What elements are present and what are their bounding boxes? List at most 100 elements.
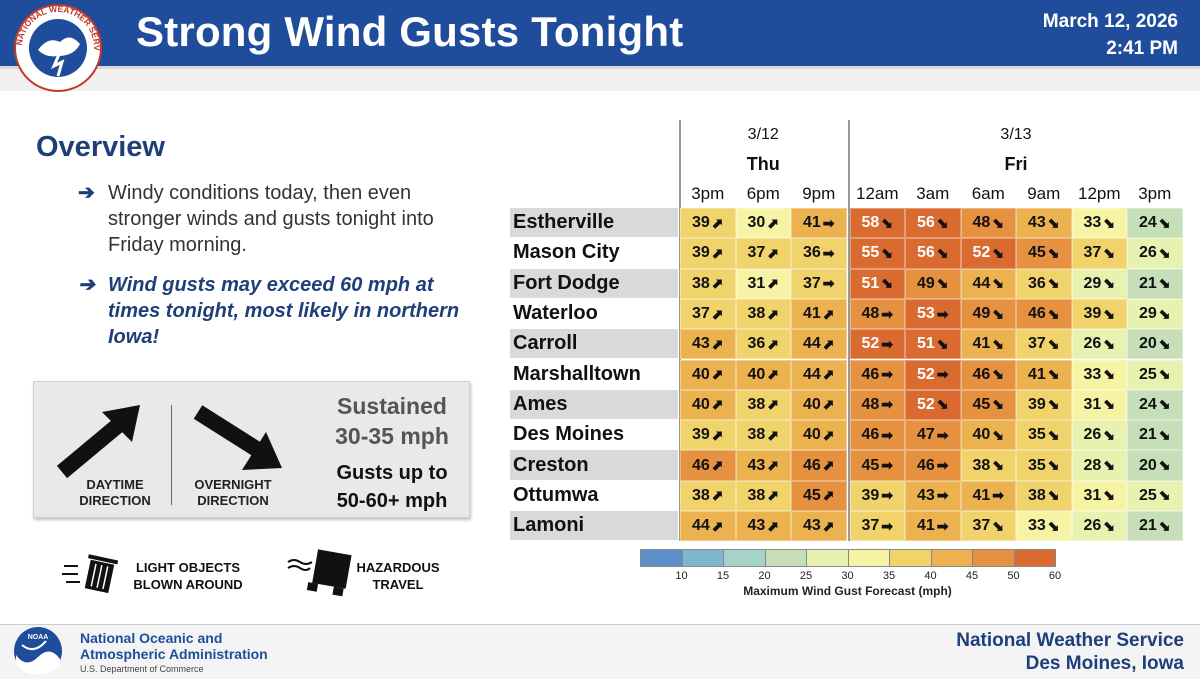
wind-direction-icon: ⬈: [767, 214, 780, 231]
wind-direction-icon: ⬈: [711, 457, 724, 474]
wind-direction-icon: ⬊: [936, 396, 949, 413]
city-label: Des Moines: [510, 420, 678, 450]
gust-cell: 58 ⬊: [849, 208, 905, 239]
wind-direction-icon: ➡: [881, 366, 894, 383]
gust-cell: 43 ⬊: [1016, 208, 1072, 239]
gust-value: 26: [1083, 426, 1102, 444]
gust-value: 47: [916, 426, 935, 444]
wind-direction-icon: ➡: [881, 426, 894, 443]
header-bar: [0, 0, 1200, 66]
time-header: 9am: [1027, 184, 1061, 203]
wind-direction-icon: ⬊: [936, 275, 949, 292]
day-date-header: 3/12: [747, 126, 779, 143]
gust-cell: 39 ⬊: [1071, 298, 1127, 330]
gust-cell: 40 ⬈: [680, 389, 736, 421]
gust-value: 40: [802, 395, 821, 413]
gust-value: 41: [802, 214, 821, 232]
wind-direction-icon: ⬈: [767, 244, 780, 261]
wind-direction-icon: ➡: [881, 517, 894, 534]
gust-value: 46: [691, 456, 710, 474]
wind-direction-icon: ⬊: [1047, 426, 1060, 443]
city-label: Creston: [510, 450, 678, 480]
gust-value: 39: [691, 426, 710, 444]
gust-cell: 46 ⬊: [960, 359, 1016, 390]
gust-value: 35: [1027, 456, 1046, 474]
wind-direction-icon: ➡: [881, 487, 894, 504]
time-header: 9pm: [802, 184, 836, 203]
day-of-week-header: Fri: [1004, 154, 1028, 174]
daytime-direction-label: DAYTIME DIRECTION: [60, 477, 170, 509]
impact1-line2: BLOWN AROUND: [133, 577, 243, 592]
gust-value: 39: [1027, 395, 1046, 413]
gust-cell: 21 ⬊: [1127, 511, 1183, 542]
time-header: 3am: [916, 184, 950, 203]
gust-cell: 37 ⬊: [1016, 329, 1072, 360]
wind-direction-icon: ⬊: [992, 517, 1005, 534]
gust-value: 44: [802, 335, 821, 353]
gust-value: 28: [1083, 456, 1102, 474]
gust-cell: 21 ⬊: [1127, 420, 1183, 451]
time-header: 12pm: [1077, 184, 1121, 203]
wind-direction-icon: ⬈: [822, 396, 835, 413]
gust-value: 37: [1027, 335, 1046, 353]
gust-value: 31: [747, 274, 766, 292]
gust-value: 38: [747, 395, 766, 413]
gust-value: 52: [916, 395, 935, 413]
wind-direction-icon: ⬊: [1103, 517, 1116, 534]
gust-cell: 26 ⬊: [1071, 511, 1127, 542]
gust-cell: 49 ⬊: [960, 298, 1016, 330]
wind-direction-icon: ⬊: [1103, 214, 1116, 231]
gust-cell: 37 ➡: [849, 511, 905, 542]
gust-cell: 24 ⬊: [1127, 389, 1183, 421]
wind-direction-icon: ⬊: [881, 275, 894, 292]
time-header: 3pm: [1138, 184, 1172, 203]
wind-direction-icon: ⬊: [1047, 457, 1060, 474]
gust-cell: 44 ⬈: [680, 511, 736, 542]
wind-direction-icon: ⬊: [1158, 335, 1171, 352]
gust-cell: 39 ⬈: [680, 208, 736, 239]
wind-direction-icon: ➡: [992, 487, 1005, 504]
gust-cell: 35 ⬊: [1016, 450, 1072, 481]
gust-cell: 31 ⬊: [1071, 389, 1127, 421]
gust-value: 56: [916, 214, 935, 232]
legend-tick-label: 60: [1048, 570, 1062, 582]
city-label: Ames: [510, 389, 678, 420]
wind-direction-icon: ⬊: [881, 244, 894, 261]
gust-cell: 20 ⬊: [1127, 450, 1183, 481]
overnight-label-line1: OVERNIGHT: [194, 477, 272, 492]
city-label: Lamoni: [510, 511, 678, 541]
gust-cell: 46 ⬈: [680, 450, 736, 481]
wind-direction-icon: ⬈: [822, 305, 835, 322]
gust-cell: 37 ➡: [791, 268, 847, 299]
wind-direction-icon: ⬊: [1103, 244, 1116, 261]
noaa-name-line1: National Oceanic and: [80, 630, 223, 646]
light-objects-label: LIGHT OBJECTS BLOWN AROUND: [118, 559, 258, 593]
wind-direction-icon: ⬊: [1158, 396, 1171, 413]
bullet-arrow-icon: ➔: [78, 182, 95, 204]
gust-cell: 41 ➡: [791, 208, 847, 239]
gust-cell: 40 ⬈: [791, 420, 847, 451]
gust-cell: 51 ⬊: [905, 329, 961, 360]
wind-direction-icon: ⬊: [992, 244, 1005, 261]
gust-value: 39: [1083, 305, 1102, 323]
gust-value: 33: [1083, 365, 1102, 383]
legend-swatch: [806, 549, 849, 567]
gust-cell: 52 ⬊: [960, 238, 1016, 269]
gust-cell: 41 ⬈: [791, 298, 847, 330]
wind-direction-icon: ⬊: [1158, 305, 1171, 322]
wind-direction-icon: ⬈: [711, 275, 724, 292]
gust-value: 40: [972, 426, 991, 444]
wind-direction-icon: ⬊: [1047, 487, 1060, 504]
wind-direction-icon: ⬈: [767, 426, 780, 443]
gust-value: 39: [691, 244, 710, 262]
gust-value: 44: [972, 274, 991, 292]
wind-direction-icon: ➡: [881, 335, 894, 352]
gust-cell: 46 ⬊: [1016, 298, 1072, 330]
gust-value: 21: [1138, 517, 1157, 535]
gust-cell: 46 ⬈: [791, 450, 847, 481]
gust-cell: 46 ➡: [905, 450, 961, 481]
gust-cell: 55 ⬊: [849, 238, 905, 269]
wind-direction-icon: ⬊: [1103, 426, 1116, 443]
gust-cell: 38 ⬈: [735, 389, 791, 421]
gust-cell: 40 ⬈: [791, 389, 847, 421]
